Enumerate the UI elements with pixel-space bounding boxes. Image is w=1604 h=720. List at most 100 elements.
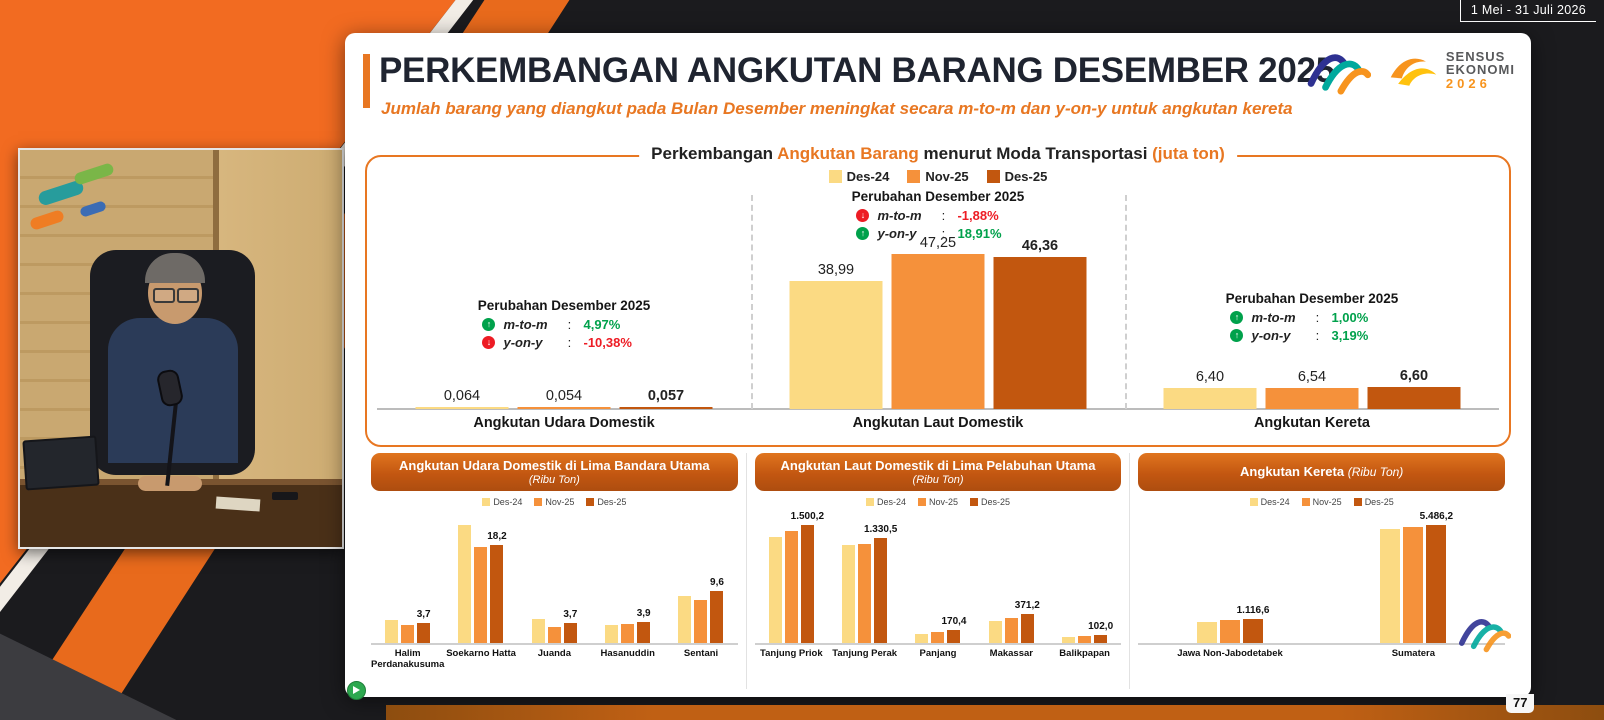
mini-bar [842,545,856,643]
mini-bar-value-label: 18,2 [487,530,507,542]
mini-bar-value-label: 3,9 [636,607,651,619]
bar [415,407,509,409]
arrow-up-icon: ↑ [856,227,870,240]
bar-value-label: 38,99 [817,262,855,279]
chart-group-0: 0,064 0,054 0,057 Angkutan Udara Domestik Pe… [377,203,751,431]
bar [619,407,713,409]
category-label: Tanjung Perak [832,648,898,659]
arrow-down-icon: ↓ [482,336,496,349]
bar-value-label: 47,25 [919,235,957,251]
bar-column: 0,064 [415,388,509,409]
mini-bar-column [401,625,415,643]
mini-bar-cluster: 3,7 [371,609,444,643]
mini-bar [637,621,651,643]
category-label: Panjang [919,648,957,659]
legend-item: Nov-25 [1301,497,1342,507]
mini-bar-value-label: 3,7 [416,608,431,620]
group-axis-label: Angkutan Udara Domestik [473,415,655,431]
mini-bar [678,596,692,643]
mini-bar-column [385,619,399,643]
panel-bandara-categories: Halim Perdanakusuma Soekarno Hatta Juanda H… [371,648,738,671]
bar-cluster: 6,40 6,54 6,60 [1163,368,1461,409]
bar [1367,387,1461,409]
change-metric: m-to-m [1251,310,1296,325]
legend-swatch [534,498,543,506]
mini-bar [1243,618,1264,643]
change-metric: m-to-m [877,208,922,223]
group-separator [1124,195,1127,409]
change-row: ↑ m-to-m:1,00% [1125,310,1499,325]
wall-art-blue [79,200,107,218]
panel-pelabuhan-categories: Tanjung Priok Tanjung Perak Panjang Makassa… [755,648,1122,659]
mini-bar-column [768,536,782,643]
slide-subtitle: Jumlah barang yang diangkut pada Bulan D… [381,99,1293,118]
panel-kereta-title: Angkutan Kereta [1240,463,1345,479]
legend-swatch [482,498,491,506]
legend-item: Des-24 [828,169,889,184]
main-chart-title-part1: Perkembangan [651,144,778,163]
mini-bar-column [678,596,692,643]
main-chart-title-part2: menurut Moda Transportasi [918,144,1153,163]
mini-bar [1220,620,1241,643]
mini-bar [784,530,798,643]
main-chart-plot: 0,064 0,054 0,057 Angkutan Udara Domestik Pe… [377,189,1499,431]
mini-bar [385,619,399,643]
mini-bar-column: 5.486,2 [1420,511,1453,643]
change-value: -10,38% [583,335,632,350]
mini-bar [605,625,619,643]
presenter-indicator-icon[interactable] [347,681,366,700]
mini-bar [988,620,1002,643]
mini-bar [800,525,814,643]
legend-label: Des-24 [493,497,523,507]
panel-bandara-plot: 3,7 18,2 3,7 3,9 9,6 [371,511,738,645]
bps-logo [1307,54,1371,95]
mini-bar [915,633,929,643]
mini-bar-cluster: 102,0 [1048,621,1121,643]
panel-pelabuhan-header: Angkutan Laut Domestik di Lima Pelabuhan… [754,453,1122,491]
change-metric: y-on-y [503,335,543,350]
panel-bandara: Angkutan Udara Domestik di Lima Bandara … [363,453,746,689]
arrow-up-icon: ↑ [1230,311,1244,324]
mini-bar-value-label: 3,7 [563,608,578,620]
change-value: 4,97% [583,317,621,332]
laptop [22,435,100,491]
mini-bar-value-label: 371,2 [1014,599,1040,611]
main-chart-panel: Perkembangan Angkutan Barang menurut Mod… [365,144,1511,447]
mini-bar-value-label: 170,4 [941,615,967,627]
change-colon: : [941,226,946,241]
mini-bar-cluster: 18,2 [444,525,517,643]
category-label: Sentani [683,648,719,659]
mini-bar-column [621,623,635,643]
mini-bar-cluster: 9,6 [664,577,737,643]
wall-art-orange [28,209,66,231]
mini-bar-column: 102,0 [1088,621,1113,643]
legend-swatch [918,498,926,506]
bar-column: 6,60 [1367,368,1461,409]
glasses-left-lens [153,288,175,303]
bar-value-label: 0,057 [647,388,685,404]
mini-bar-column: 18,2 [487,531,507,643]
change-metric: y-on-y [877,226,917,241]
mini-bar-column [1004,618,1018,643]
slide-title: PERKEMBANGAN ANGKUTAN BARANG DESEMBER 20… [379,51,1335,90]
change-title: Perubahan Desember 2025 [1225,291,1399,306]
mini-bar-column [915,633,929,643]
change-annotation: Perubahan Desember 2025 ↑ m-to-m:4,97% ↓ y-o… [377,298,751,350]
bar-column: 46,36 [993,238,1087,409]
bar [993,256,1087,409]
mini-bar-column [1220,620,1241,643]
mini-bar [621,623,635,643]
bottom-strip [386,705,1604,720]
legend-swatch [1249,498,1258,506]
change-value: 18,91% [957,226,1002,241]
bar [1265,387,1359,409]
mini-bar-value-label: 102,0 [1088,620,1114,632]
mini-bar [874,538,888,643]
mini-bar [1078,635,1092,643]
mini-bar-cluster: 3,7 [518,609,591,643]
category-label: Makassar [989,648,1033,659]
mini-bar [490,544,504,643]
mini-bar [694,600,708,643]
bar-column: 6,40 [1163,369,1257,409]
